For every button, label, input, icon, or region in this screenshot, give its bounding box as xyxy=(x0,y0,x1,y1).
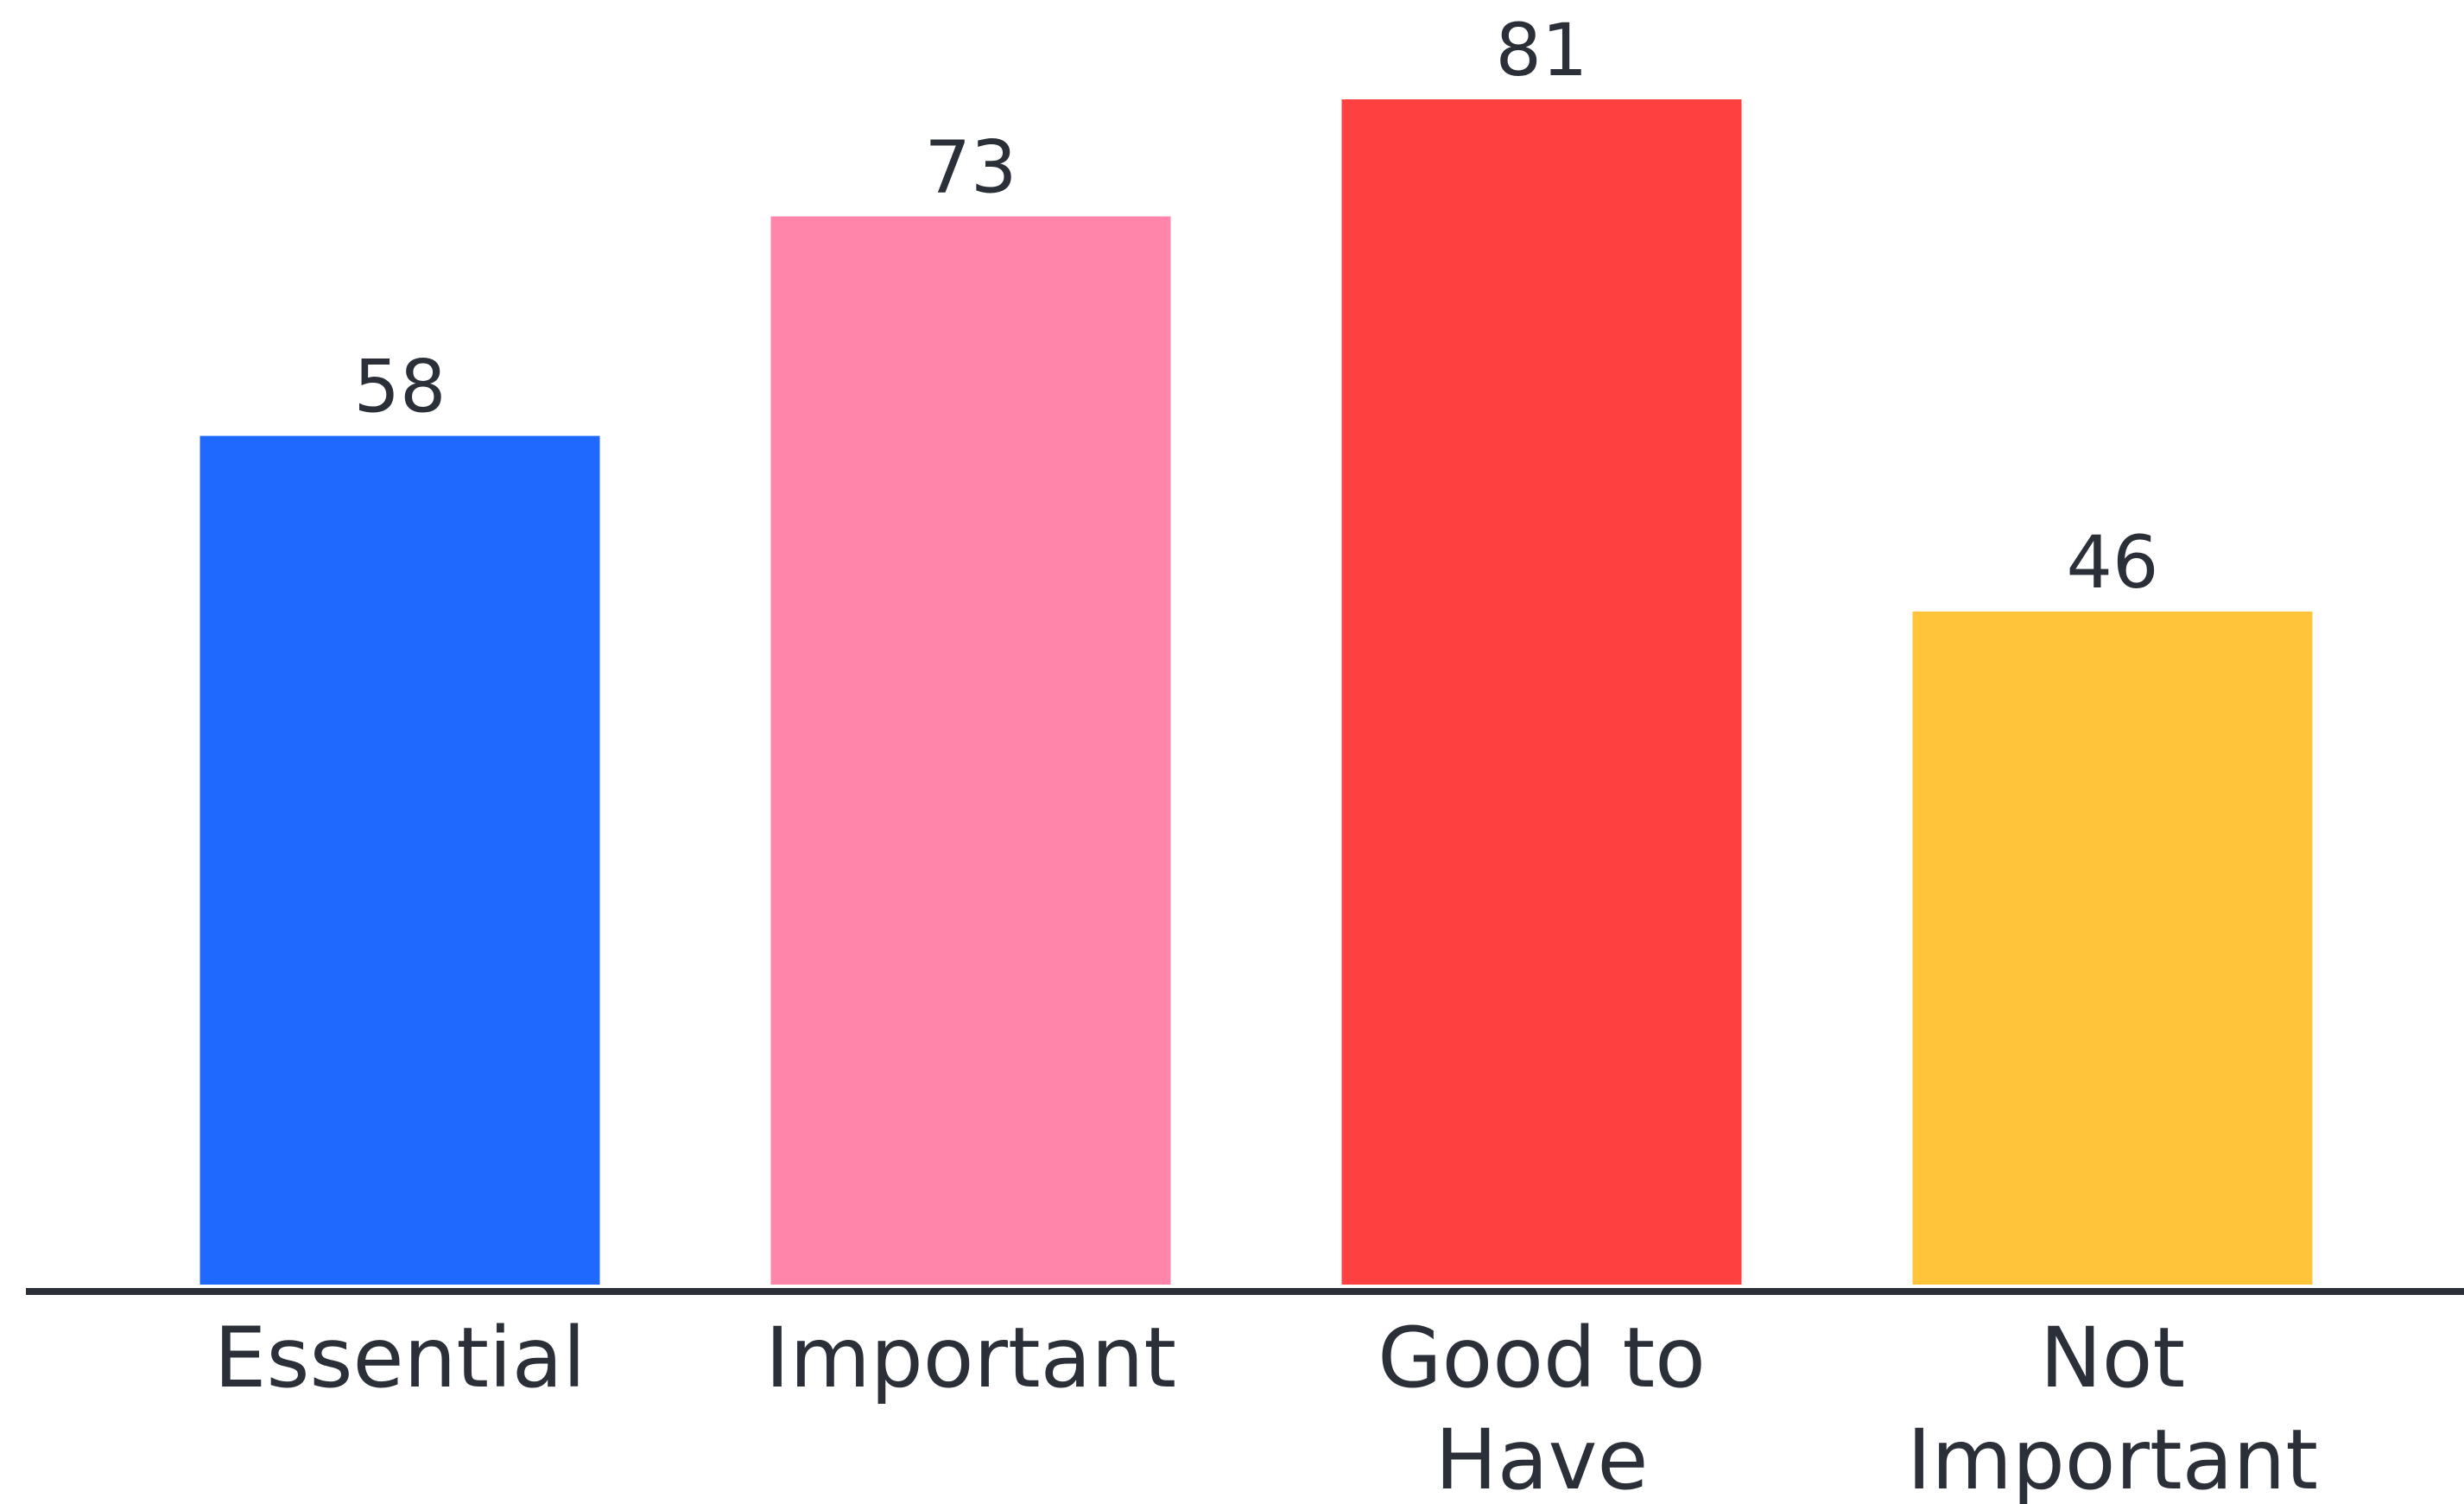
bar-3 xyxy=(1912,611,2313,1285)
value-label-0: 58 xyxy=(354,345,447,429)
value-labels-layer: 58 73 81 46 xyxy=(354,8,2159,605)
x-tick-label-2: Good to Have xyxy=(1378,1310,1706,1504)
value-label-3: 46 xyxy=(2067,520,2159,605)
bars-layer xyxy=(200,99,2313,1285)
bar-0 xyxy=(200,435,600,1285)
x-tick-label-0: Essential xyxy=(214,1310,586,1406)
x-tick-label-1: Important xyxy=(765,1310,1176,1406)
bar-1 xyxy=(770,216,1171,1285)
bar-2 xyxy=(1341,99,1742,1285)
value-label-2: 81 xyxy=(1496,8,1588,92)
x-tick-labels-layer: Essential Important Good to Have Not Importan… xyxy=(214,1310,2318,1504)
x-tick-label-3: Not Important xyxy=(1907,1310,2318,1504)
value-label-1: 73 xyxy=(925,125,1017,210)
